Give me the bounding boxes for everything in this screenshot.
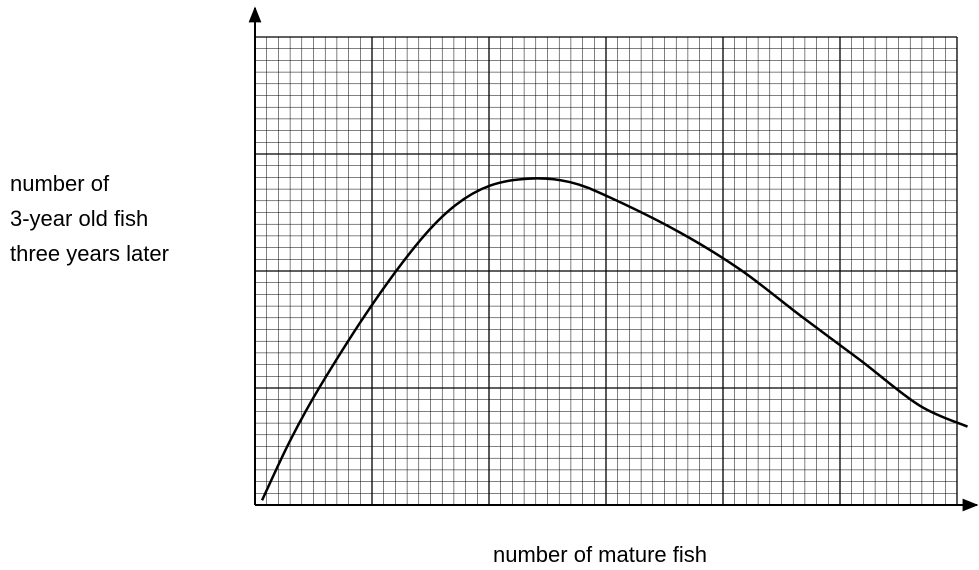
x-axis-label: number of mature fish bbox=[493, 542, 707, 567]
y-axis-label: number of bbox=[10, 171, 110, 196]
y-axis-label: three years later bbox=[10, 241, 169, 266]
curve bbox=[260, 177, 969, 501]
grid bbox=[254, 36, 958, 506]
y-axis-label: 3-year old fish bbox=[10, 206, 148, 231]
